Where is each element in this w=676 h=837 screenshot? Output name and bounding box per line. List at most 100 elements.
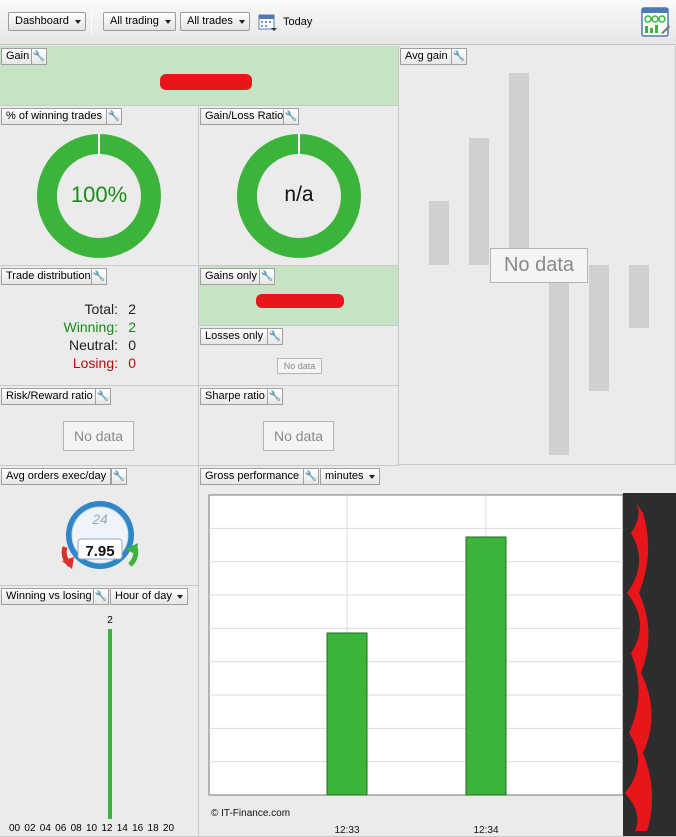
gain-title: Gain (1, 48, 35, 65)
hour-tick-label: 20 (162, 823, 175, 834)
wrench-icon[interactable]: 🔧 (303, 468, 319, 485)
gain-loss-title: Gain/Loss Ratio (200, 108, 289, 125)
time-unit-selector[interactable]: minutes (320, 468, 380, 485)
distribution-value: 0 (128, 355, 136, 371)
distribution-list: Total: 2 Winning: 2 Neutral: 0 Losing: 0 (0, 300, 136, 372)
placeholder-bar (429, 201, 449, 265)
hour-bar-label: 2 (107, 615, 113, 626)
hour-axis: 00 02 04 06 08 10 12 14 16 18 20 (9, 823, 178, 834)
distribution-row: Winning: 2 (0, 318, 136, 336)
hour-tick-label: 14 (116, 823, 128, 834)
clock-hours: 24 (92, 511, 108, 527)
hour-of-day-label: Hour of day (115, 590, 172, 602)
gross-performance-title: Gross performance (200, 468, 305, 485)
gain-loss-donut (237, 134, 361, 258)
sharpe-panel: Sharpe ratio 🔧 No data (199, 386, 399, 466)
chevron-down-icon (74, 20, 81, 24)
calendar-icon[interactable] (258, 12, 278, 32)
chevron-down-icon (238, 20, 245, 24)
app-dashboard-icon[interactable] (641, 6, 671, 38)
losses-only-title: Losses only (200, 328, 269, 345)
hour-of-day-selector[interactable]: Hour of day (110, 588, 188, 605)
gain-panel: Gain 🔧 (0, 46, 399, 106)
risk-reward-panel: Risk/Reward ratio 🔧 No data (0, 386, 199, 466)
date-label[interactable]: Today (283, 16, 313, 28)
x-tick-label: 12:34 (473, 825, 498, 836)
wrench-icon[interactable]: 🔧 (267, 388, 283, 405)
chart-credit: © IT-Finance.com (211, 808, 291, 819)
placeholder-bar (509, 73, 529, 265)
distribution-label: Total: (84, 301, 118, 317)
no-data-label: No data (263, 421, 334, 451)
avg-gain-panel: Avg gain 🔧 No data (399, 46, 676, 465)
placeholder-bar (629, 265, 649, 328)
chevron-down-icon (164, 20, 171, 24)
no-data-label: No data (277, 358, 322, 374)
hour-tick-label: 02 (24, 823, 36, 834)
hour-tick-label: 06 (55, 823, 67, 834)
wrench-icon[interactable]: 🔧 (31, 48, 47, 65)
redaction-mark (625, 499, 653, 831)
placeholder-bar (589, 265, 609, 391)
winning-percent: 100% (70, 182, 128, 207)
hour-tick-label: 10 (85, 823, 98, 834)
chevron-down-icon (368, 475, 375, 479)
avg-orders-panel: Avg orders exec/day 🔧 24 7.95 (0, 466, 199, 586)
avg-orders-title: Avg orders exec/day (1, 468, 112, 485)
wrench-icon[interactable]: 🔧 (93, 588, 109, 605)
distribution-row: Losing: 0 (0, 354, 136, 372)
hour-tick-label: 12 (101, 823, 113, 834)
winning-donut (37, 134, 161, 258)
redaction-mark (256, 294, 344, 308)
dashboard-label: Dashboard (15, 15, 69, 27)
gross-performance-chart: 12:33 12:34 (208, 493, 676, 836)
chevron-down-icon (176, 595, 183, 599)
winning-trades-title: % of winning trades (1, 108, 107, 125)
winning-trades-panel: % of winning trades 🔧 100% (0, 106, 199, 266)
plot-area (208, 494, 624, 796)
trading-filter-label: All trading (110, 15, 159, 27)
gains-only-panel: Gains only 🔧 (199, 266, 399, 326)
distribution-row: Neutral: 0 (0, 336, 136, 354)
dashboard-dropdown[interactable]: Dashboard (8, 12, 86, 31)
hour-bar (108, 629, 112, 819)
distribution-label: Neutral: (68, 337, 118, 353)
distribution-row: Total: 2 (0, 300, 136, 318)
wrench-icon[interactable]: 🔧 (283, 108, 299, 125)
winning-vs-losing-title: Winning vs losing (1, 588, 97, 605)
hour-tick-label: 16 (132, 823, 144, 834)
trading-filter-dropdown[interactable]: All trading (103, 12, 176, 31)
wrench-icon[interactable]: 🔧 (451, 48, 467, 65)
hour-tick-label: 08 (70, 823, 82, 834)
placeholder-bar (549, 265, 569, 455)
trade-distribution-panel: Trade distribution 🔧 Total: 2 Winning: 2 Neu… (0, 266, 199, 386)
performance-bar (465, 536, 507, 796)
trades-filter-dropdown[interactable]: All trades (180, 12, 250, 31)
wrench-icon[interactable]: 🔧 (91, 268, 107, 285)
gross-performance-panel: Gross performance 🔧 minutes 12:33 12:34 ©… (199, 466, 676, 837)
placeholder-bar (469, 138, 489, 265)
winning-vs-losing-panel: Winning vs losing 🔧 Hour of day 2 00 02 04… (0, 586, 199, 837)
distribution-label: Losing: (72, 355, 118, 371)
trade-distribution-title: Trade distribution (1, 268, 96, 285)
distribution-label: Winning: (63, 319, 118, 335)
toolbar: Dashboard All trading All trades Today (0, 0, 676, 45)
wrench-icon[interactable]: 🔧 (95, 388, 111, 405)
avg-gain-title: Avg gain (400, 48, 453, 65)
time-unit-label: minutes (325, 470, 364, 482)
wrench-icon[interactable]: 🔧 (259, 268, 275, 285)
distribution-value: 2 (128, 319, 136, 335)
toolbar-separator (91, 9, 92, 35)
risk-reward-title: Risk/Reward ratio (1, 388, 98, 405)
hour-tick-label: 18 (147, 823, 159, 834)
hour-tick-label: 04 (39, 823, 51, 834)
wrench-icon[interactable]: 🔧 (111, 468, 127, 485)
distribution-value: 0 (128, 337, 136, 353)
losses-only-panel: Losses only 🔧 No data (199, 326, 399, 386)
clock-gauge-icon (61, 501, 139, 569)
wrench-icon[interactable]: 🔧 (267, 328, 283, 345)
performance-bar (326, 632, 368, 796)
gain-loss-value: n/a (284, 183, 314, 206)
distribution-value: 2 (128, 301, 136, 317)
wrench-icon[interactable]: 🔧 (106, 108, 122, 125)
